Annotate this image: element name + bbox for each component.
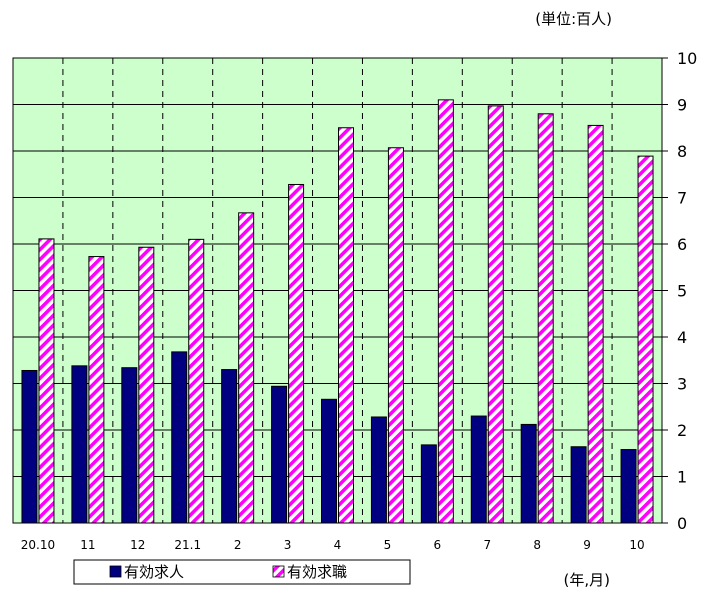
x-tick-label: 10: [629, 538, 644, 552]
x-tick-label: 9: [583, 538, 591, 552]
bar-jobs-offered: [121, 367, 138, 524]
bar-job-seekers: [537, 113, 554, 524]
bar-job-seekers: [138, 246, 155, 524]
bar-jobs-offered: [221, 369, 238, 524]
bar-jobs-offered: [21, 369, 38, 524]
x-tick-label: 6: [434, 538, 442, 552]
y-tick-label: 6: [677, 235, 687, 254]
bar-job-seekers: [288, 183, 305, 524]
legend-label-job-seekers: 有効求職: [287, 563, 347, 581]
bar-job-seekers: [387, 147, 404, 524]
bar-job-seekers: [487, 105, 504, 524]
legend-label-jobs-offered: 有効求人: [124, 563, 184, 581]
bar-jobs-offered: [321, 398, 337, 524]
bar-job-seekers: [38, 238, 55, 524]
y-tick-label: 0: [677, 514, 687, 533]
legend-swatch-jobs-offered: [109, 565, 122, 578]
y-tick-label: 10: [677, 49, 697, 68]
y-tick-label: 5: [677, 282, 687, 301]
bar-jobs-offered: [570, 446, 587, 524]
x-tick-label: 7: [483, 538, 491, 552]
x-tick-label: 5: [384, 538, 392, 552]
x-tick-label: 4: [334, 538, 342, 552]
bar-job-seekers: [188, 238, 205, 524]
x-axis-label: (年,月): [564, 571, 610, 589]
legend: 有効求人 有効求職: [73, 559, 411, 585]
x-tick-label: 11: [80, 538, 95, 552]
bar-job-seekers: [338, 127, 354, 524]
legend-swatch-job-seekers: [272, 565, 285, 578]
x-tick-label: 12: [130, 538, 145, 552]
bar-job-seekers: [437, 99, 454, 524]
unit-label: (単位:百人): [535, 10, 612, 28]
x-tick-label: 20.10: [21, 538, 55, 552]
x-tick-label: 3: [284, 538, 292, 552]
y-tick-label: 2: [677, 421, 687, 440]
x-tick-label: 21.1: [174, 538, 201, 552]
x-tick-label: 2: [234, 538, 242, 552]
bar-job-seekers: [637, 155, 654, 524]
y-tick-label: 9: [677, 96, 687, 115]
bar-jobs-offered: [171, 351, 188, 524]
bar-jobs-offered: [271, 385, 288, 524]
bar-jobs-offered: [71, 365, 88, 524]
bar-jobs-offered: [520, 423, 537, 524]
plot-border: [12, 57, 663, 524]
y-tick-label: 8: [677, 142, 687, 161]
bar-jobs-offered: [470, 415, 487, 524]
bar-jobs-offered: [370, 416, 387, 524]
bar-jobs-offered: [620, 449, 637, 524]
y-axis-ticks: 0 1 2 3 4 5 6 7 8 9 10: [662, 49, 697, 533]
bars: [21, 99, 654, 524]
bar-job-seekers: [587, 124, 604, 524]
y-tick-label: 1: [677, 468, 687, 487]
legend-box: [73, 559, 411, 585]
bar-job-seekers: [238, 212, 255, 524]
y-tick-label: 7: [677, 189, 687, 208]
bar-jobs-offered: [420, 444, 437, 524]
bar-job-seekers: [88, 256, 105, 524]
y-tick-label: 3: [677, 375, 687, 394]
x-tick-label: 8: [533, 538, 541, 552]
y-tick-label: 4: [677, 328, 687, 347]
x-axis-ticks: 20.10 11 12 21.1 2 3 4 5 6 7 8 9 10: [21, 538, 645, 552]
